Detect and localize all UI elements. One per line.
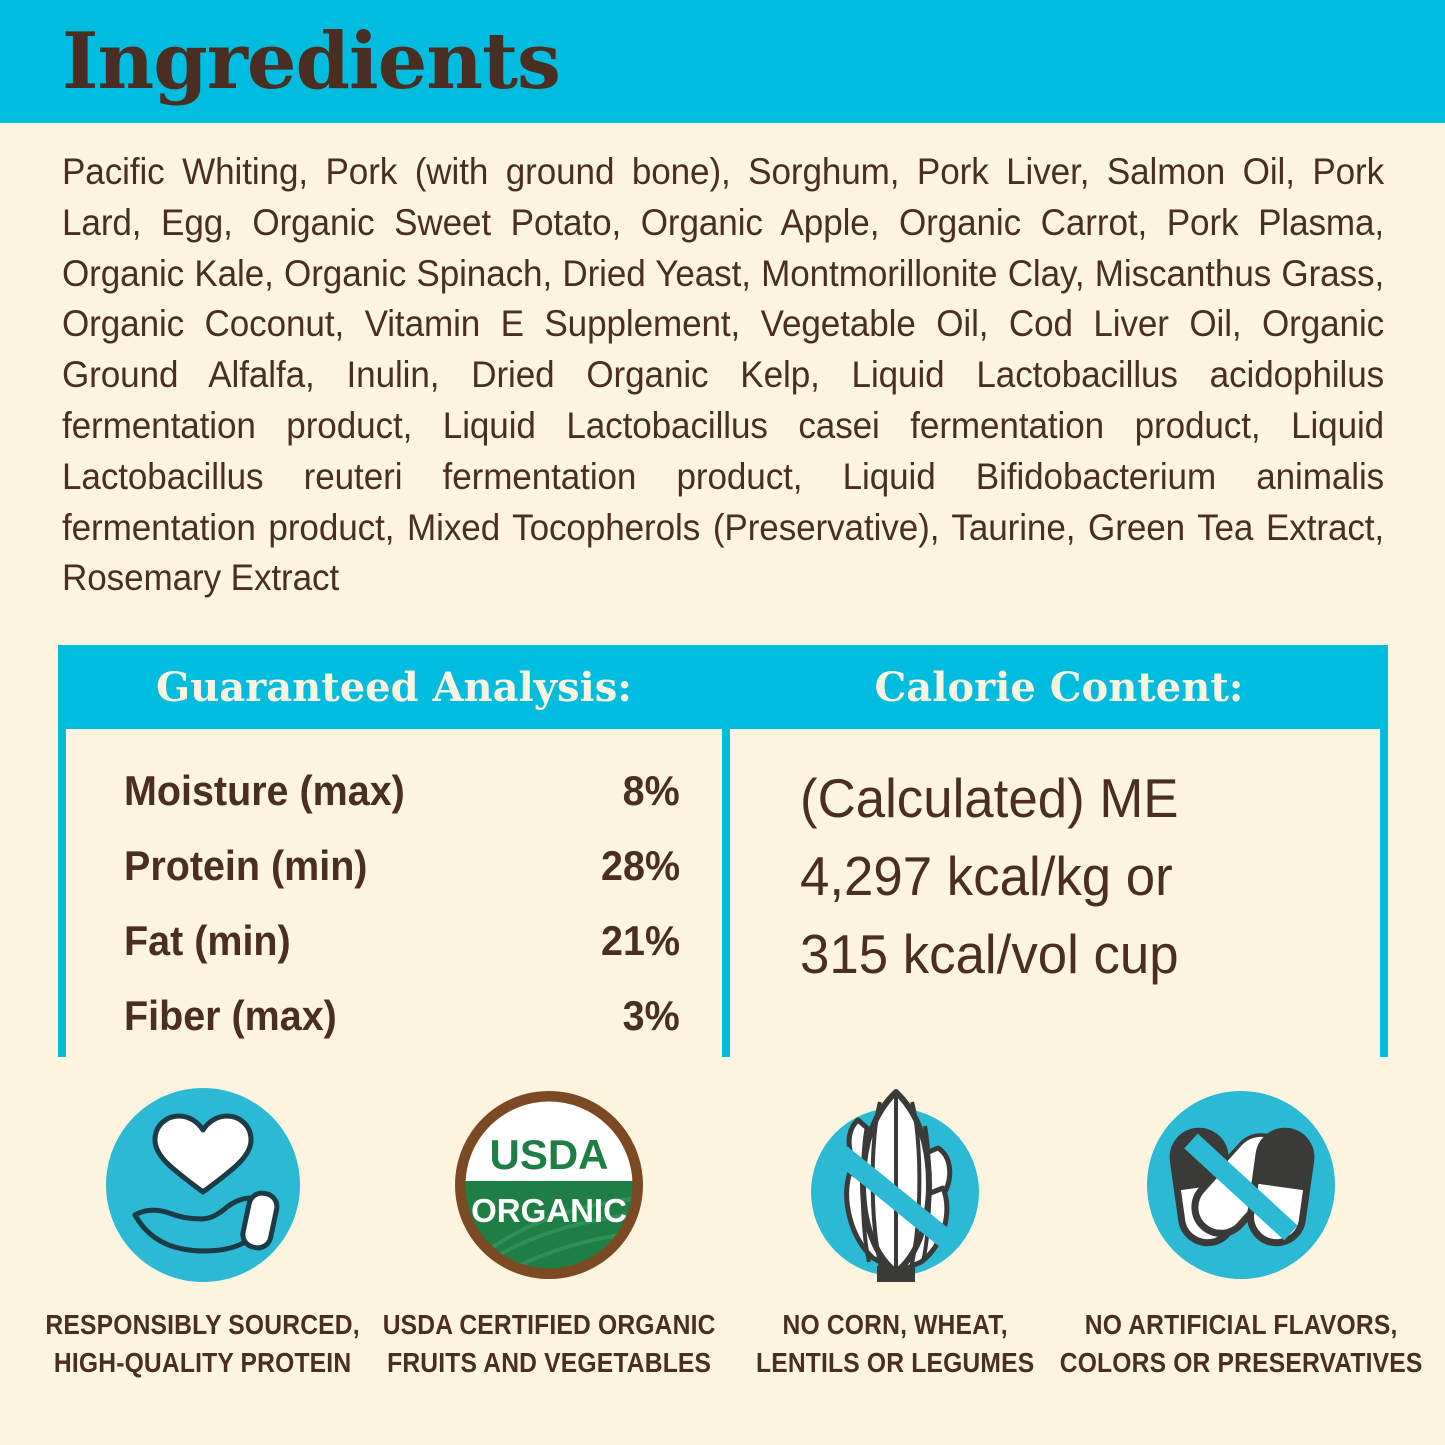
seal-bottom-text: ORGANIC (471, 1192, 627, 1229)
usda-organic-seal-icon: USDA ORGANIC (449, 1080, 649, 1290)
nutrient-label: Fiber (max) (124, 992, 337, 1039)
badge-caption-line: LENTILS OR LEGUMES (755, 1347, 1035, 1378)
panel-body: Moisture (max) 8% Protein (min) 28% Fat … (58, 729, 1388, 1081)
badge-no-artificial-additives: NO ARTIFICIAL FLAVORS, COLORS OR PRESERV… (1060, 1080, 1422, 1382)
ingredients-header-band: Ingredients (0, 0, 1445, 123)
panel-heading-row: Guaranteed Analysis: Calorie Content: (58, 645, 1388, 729)
no-corn-icon (795, 1080, 995, 1290)
calorie-content-heading: Calorie Content: (874, 663, 1244, 711)
table-row: Protein (min) 28% (124, 828, 680, 903)
nutrient-value: 3% (622, 992, 680, 1039)
badge-caption: NO CORN, WHEAT, LENTILS OR LEGUMES (756, 1306, 1034, 1382)
nutrient-value: 28% (600, 842, 680, 889)
feature-badges: RESPONSIBLY SOURCED, HIGH-QUALITY PROTEI… (30, 1080, 1422, 1382)
nutrient-label: Moisture (max) (124, 767, 405, 814)
calorie-content-block: (Calculated) ME 4,297 kcal/kg or 315 kca… (730, 729, 1380, 1073)
badge-responsibly-sourced: RESPONSIBLY SOURCED, HIGH-QUALITY PROTEI… (30, 1080, 376, 1382)
heart-in-hand-icon (103, 1080, 303, 1290)
page-title: Ingredients (62, 16, 561, 107)
badge-caption: USDA CERTIFIED ORGANIC FRUITS AND VEGETA… (383, 1306, 716, 1382)
badge-caption-line: HIGH-QUALITY PROTEIN (54, 1347, 352, 1378)
badge-caption-line: NO ARTIFICIAL FLAVORS, (1084, 1309, 1398, 1340)
guaranteed-analysis-heading: Guaranteed Analysis: (156, 663, 632, 711)
nutrition-panel: Guaranteed Analysis: Calorie Content: Mo… (58, 645, 1388, 1073)
seal-top-text: USDA (489, 1131, 608, 1178)
badge-caption-line: USDA CERTIFIED ORGANIC (382, 1309, 716, 1340)
badge-caption-line: NO CORN, WHEAT, (782, 1309, 1008, 1340)
calorie-line: (Calculated) ME (800, 767, 1179, 829)
table-row: Fat (min) 21% (124, 903, 680, 978)
nutrient-label: Fat (min) (124, 917, 291, 964)
ingredients-list-text: Pacific Whiting, Pork (with ground bone)… (62, 150, 1385, 599)
no-artificial-additives-icon (1141, 1080, 1341, 1290)
guaranteed-analysis-table: Moisture (max) 8% Protein (min) 28% Fat … (66, 729, 722, 1073)
badge-caption: RESPONSIBLY SOURCED, HIGH-QUALITY PROTEI… (46, 1306, 360, 1382)
calorie-line: 4,297 kcal/kg or (800, 845, 1173, 907)
table-row: Moisture (max) 8% (124, 753, 680, 828)
calorie-line: 315 kcal/vol cup (800, 923, 1179, 985)
table-row: Fiber (max) 3% (124, 978, 680, 1053)
nutrient-value: 8% (622, 767, 680, 814)
badge-no-corn: NO CORN, WHEAT, LENTILS OR LEGUMES (722, 1080, 1068, 1382)
ingredients-section: Pacific Whiting, Pork (with ground bone)… (62, 146, 1384, 603)
nutrient-value: 21% (600, 917, 680, 964)
nutrient-label: Protein (min) (124, 842, 368, 889)
badge-caption-line: RESPONSIBLY SOURCED, (45, 1309, 361, 1340)
badge-caption: NO ARTIFICIAL FLAVORS, COLORS OR PRESERV… (1060, 1306, 1423, 1382)
badge-caption-line: COLORS OR PRESERVATIVES (1059, 1347, 1423, 1378)
badge-usda-organic: USDA ORGANIC USDA CERTIFIED ORGANIC FRUI… (376, 1080, 722, 1382)
badge-caption-line: FRUITS AND VEGETABLES (386, 1347, 712, 1378)
